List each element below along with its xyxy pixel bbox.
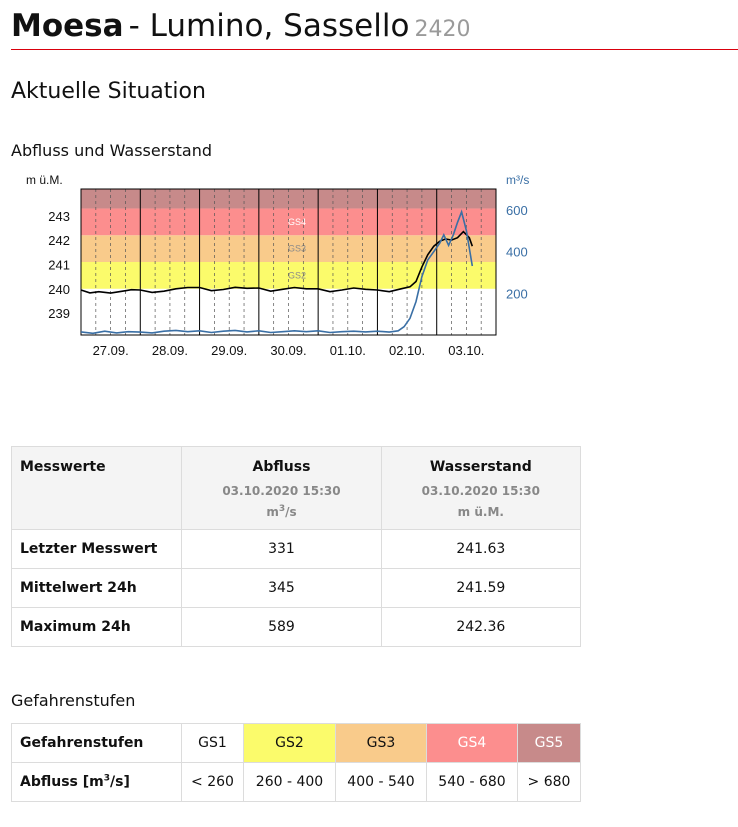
gs1-range: < 260 <box>181 762 244 802</box>
y-tick-label: 239 <box>48 306 70 321</box>
abfluss-header: Abfluss 03.10.2020 15:30 m3/s <box>181 446 382 530</box>
gs2-range: 260 - 400 <box>243 762 336 802</box>
danger-levels-table: Gefahrenstufen GS1 GS2 GS3 GS4 GS5 Abflu… <box>11 723 581 802</box>
wasserstand-title: Wasserstand <box>429 459 532 475</box>
plot-frame <box>80 188 497 336</box>
table-row: Maximum 24h 589 242.36 <box>10 607 582 647</box>
abfluss-date: 03.10.2020 15:30 <box>222 484 341 498</box>
abfluss-value: 589 <box>181 607 382 647</box>
abfluss-range-label: Abfluss [m3/s] <box>11 762 182 802</box>
series-line-wasserstand <box>80 230 474 294</box>
x-tick-label: 01.10. <box>330 343 366 358</box>
station-location: - Lumino, Sassello <box>128 8 410 44</box>
wasserstand-unit: m ü.M. <box>457 505 504 519</box>
chart-title: Abfluss und Wasserstand <box>11 141 213 160</box>
wasserstand-header: Wasserstand 03.10.2020 15:30 m ü.M. <box>380 446 582 530</box>
y2-tick-label: 200 <box>506 286 528 301</box>
gs3-range: 400 - 540 <box>335 762 427 802</box>
x-tick-label: 02.10. <box>389 343 425 358</box>
wasserstand-value: 241.63 <box>380 529 582 569</box>
y-axis-label: m ü.M. <box>26 173 63 187</box>
x-tick-label: 29.09. <box>211 343 247 358</box>
wasserstand-date: 03.10.2020 15:30 <box>421 484 540 498</box>
gs3-cell: GS3 <box>335 723 427 763</box>
wasserstand-value: 241.59 <box>380 568 582 608</box>
gs2-cell: GS2 <box>243 723 336 763</box>
x-tick-label: 27.09. <box>93 343 129 358</box>
row-label: Mittelwert 24h <box>10 568 183 608</box>
table-row: Abfluss [m3/s] < 260 260 - 400 400 - 540… <box>11 762 581 802</box>
band-label-gs4: GS4 <box>288 217 306 227</box>
page-title: Moesa - Lumino, Sassello 2420 <box>11 8 738 50</box>
abfluss-title: Abfluss <box>252 459 311 475</box>
y-tick-label: 241 <box>48 257 70 272</box>
band-label-gs2: GS2 <box>288 270 306 280</box>
gs5-range: > 680 <box>517 762 581 802</box>
abfluss-value: 331 <box>181 529 382 569</box>
wasserstand-value: 242.36 <box>380 607 582 647</box>
measurements-header-label: Messwerte <box>10 446 183 530</box>
station-number: 2420 <box>414 17 471 42</box>
x-tick-label: 30.09. <box>270 343 306 358</box>
station-name: Moesa <box>11 8 124 44</box>
gs5-cell: GS5 <box>517 723 581 763</box>
abfluss-unit: m3/s <box>266 504 297 520</box>
table-row: Gefahrenstufen GS1 GS2 GS3 GS4 GS5 <box>11 723 581 763</box>
y-tick-label: 240 <box>48 282 70 297</box>
abfluss-value: 345 <box>181 568 382 608</box>
y2-tick-label: 400 <box>506 245 528 260</box>
section-title: Aktuelle Situation <box>11 79 206 104</box>
series-line-abfluss <box>80 209 474 335</box>
danger-row-label: Gefahrenstufen <box>11 723 182 763</box>
table-row: Letzter Messwert 331 241.63 <box>10 529 582 569</box>
y-tick-label: 243 <box>48 209 70 224</box>
y2-tick-label: 600 <box>506 203 528 218</box>
chart: GS2 GS3 GS4 239 240 241 242 243 200 400 600 m ü.M. m… <box>26 173 529 358</box>
danger-levels-title: Gefahrenstufen <box>11 691 136 710</box>
band-label-gs3: GS3 <box>288 244 306 254</box>
gs4-cell: GS4 <box>426 723 518 763</box>
row-label: Letzter Messwert <box>10 529 183 569</box>
table-row: Mittelwert 24h 345 241.59 <box>10 568 582 608</box>
y2-axis-label: m³/s <box>506 173 529 187</box>
x-tick-label: 03.10. <box>448 343 484 358</box>
y-tick-label: 242 <box>48 233 70 248</box>
measurements-table: Messwerte Abfluss 03.10.2020 15:30 m3/s … <box>10 446 582 647</box>
x-tick-label: 28.09. <box>152 343 188 358</box>
row-label: Maximum 24h <box>10 607 183 647</box>
gs1-cell: GS1 <box>181 723 244 763</box>
gs4-range: 540 - 680 <box>426 762 518 802</box>
